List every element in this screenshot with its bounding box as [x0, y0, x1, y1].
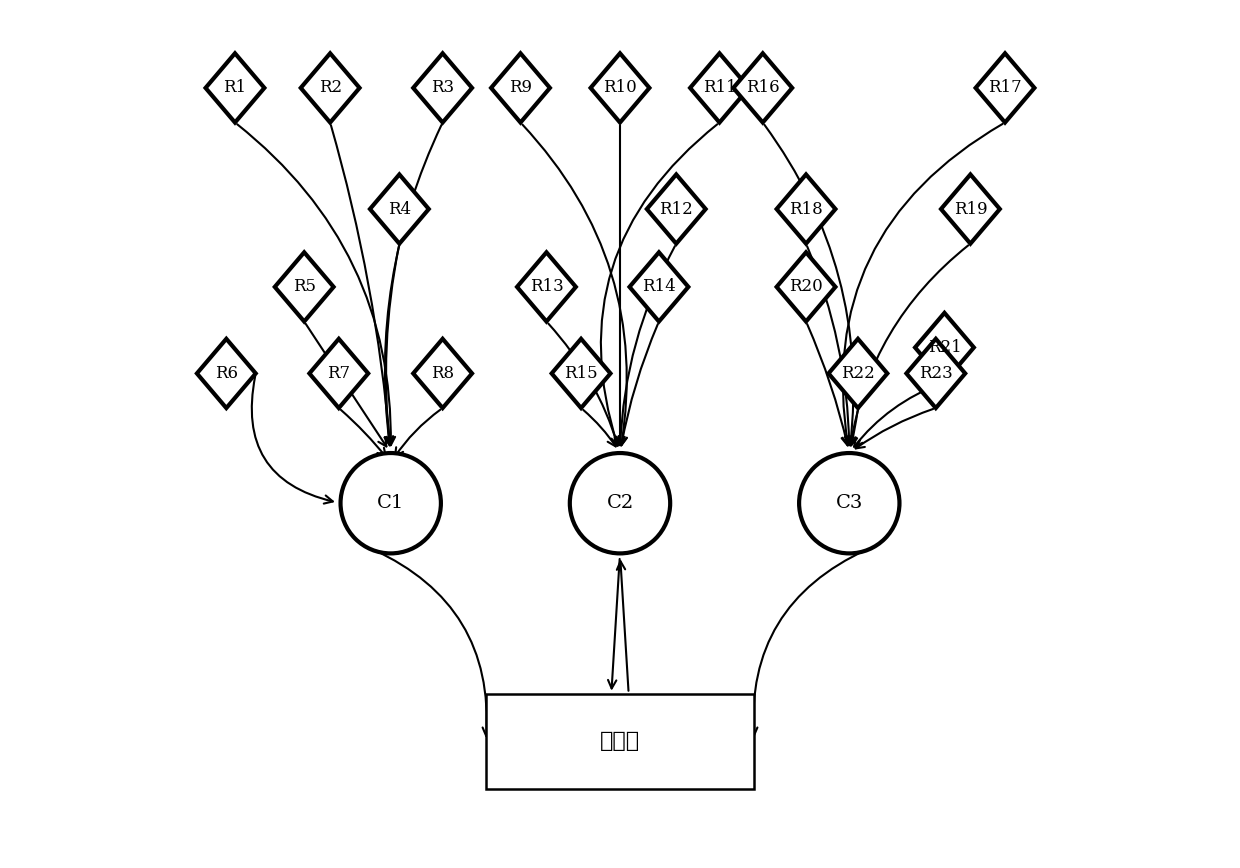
- Text: R17: R17: [988, 79, 1022, 96]
- Polygon shape: [828, 339, 888, 408]
- Text: R23: R23: [919, 365, 952, 382]
- Text: R4: R4: [388, 201, 410, 218]
- Text: R5: R5: [293, 279, 316, 295]
- Polygon shape: [590, 53, 650, 122]
- Text: R18: R18: [789, 201, 823, 218]
- Circle shape: [799, 453, 899, 554]
- Polygon shape: [976, 53, 1034, 122]
- Text: R7: R7: [327, 365, 351, 382]
- Polygon shape: [647, 174, 706, 244]
- Polygon shape: [630, 253, 688, 321]
- Text: R9: R9: [508, 79, 532, 96]
- Text: R22: R22: [841, 365, 874, 382]
- Text: 上位机: 上位机: [600, 731, 640, 751]
- Polygon shape: [517, 253, 575, 321]
- Polygon shape: [197, 339, 255, 408]
- Polygon shape: [413, 339, 472, 408]
- Text: R12: R12: [660, 201, 693, 218]
- Polygon shape: [310, 339, 368, 408]
- Text: R11: R11: [703, 79, 737, 96]
- Polygon shape: [941, 174, 999, 244]
- Text: R13: R13: [529, 279, 563, 295]
- Text: R6: R6: [215, 365, 238, 382]
- Text: R21: R21: [928, 339, 961, 356]
- Polygon shape: [413, 53, 472, 122]
- Text: R10: R10: [603, 79, 637, 96]
- Polygon shape: [776, 174, 836, 244]
- Text: R2: R2: [319, 79, 342, 96]
- Polygon shape: [915, 312, 973, 382]
- Text: R19: R19: [954, 201, 987, 218]
- Circle shape: [570, 453, 670, 554]
- Text: R8: R8: [432, 365, 454, 382]
- Polygon shape: [206, 53, 264, 122]
- Polygon shape: [691, 53, 749, 122]
- Polygon shape: [370, 174, 429, 244]
- Text: C1: C1: [377, 494, 404, 512]
- Text: R20: R20: [789, 279, 823, 295]
- Text: R14: R14: [642, 279, 676, 295]
- Polygon shape: [733, 53, 792, 122]
- Circle shape: [341, 453, 441, 554]
- Text: R3: R3: [432, 79, 454, 96]
- Text: C3: C3: [836, 494, 863, 512]
- Text: R1: R1: [223, 79, 247, 96]
- Bar: [486, 694, 754, 789]
- Polygon shape: [776, 253, 836, 321]
- Text: R16: R16: [746, 79, 780, 96]
- Text: R15: R15: [564, 365, 598, 382]
- Polygon shape: [552, 339, 610, 408]
- Polygon shape: [301, 53, 360, 122]
- Text: C2: C2: [606, 494, 634, 512]
- Polygon shape: [275, 253, 334, 321]
- Polygon shape: [491, 53, 549, 122]
- Polygon shape: [906, 339, 965, 408]
